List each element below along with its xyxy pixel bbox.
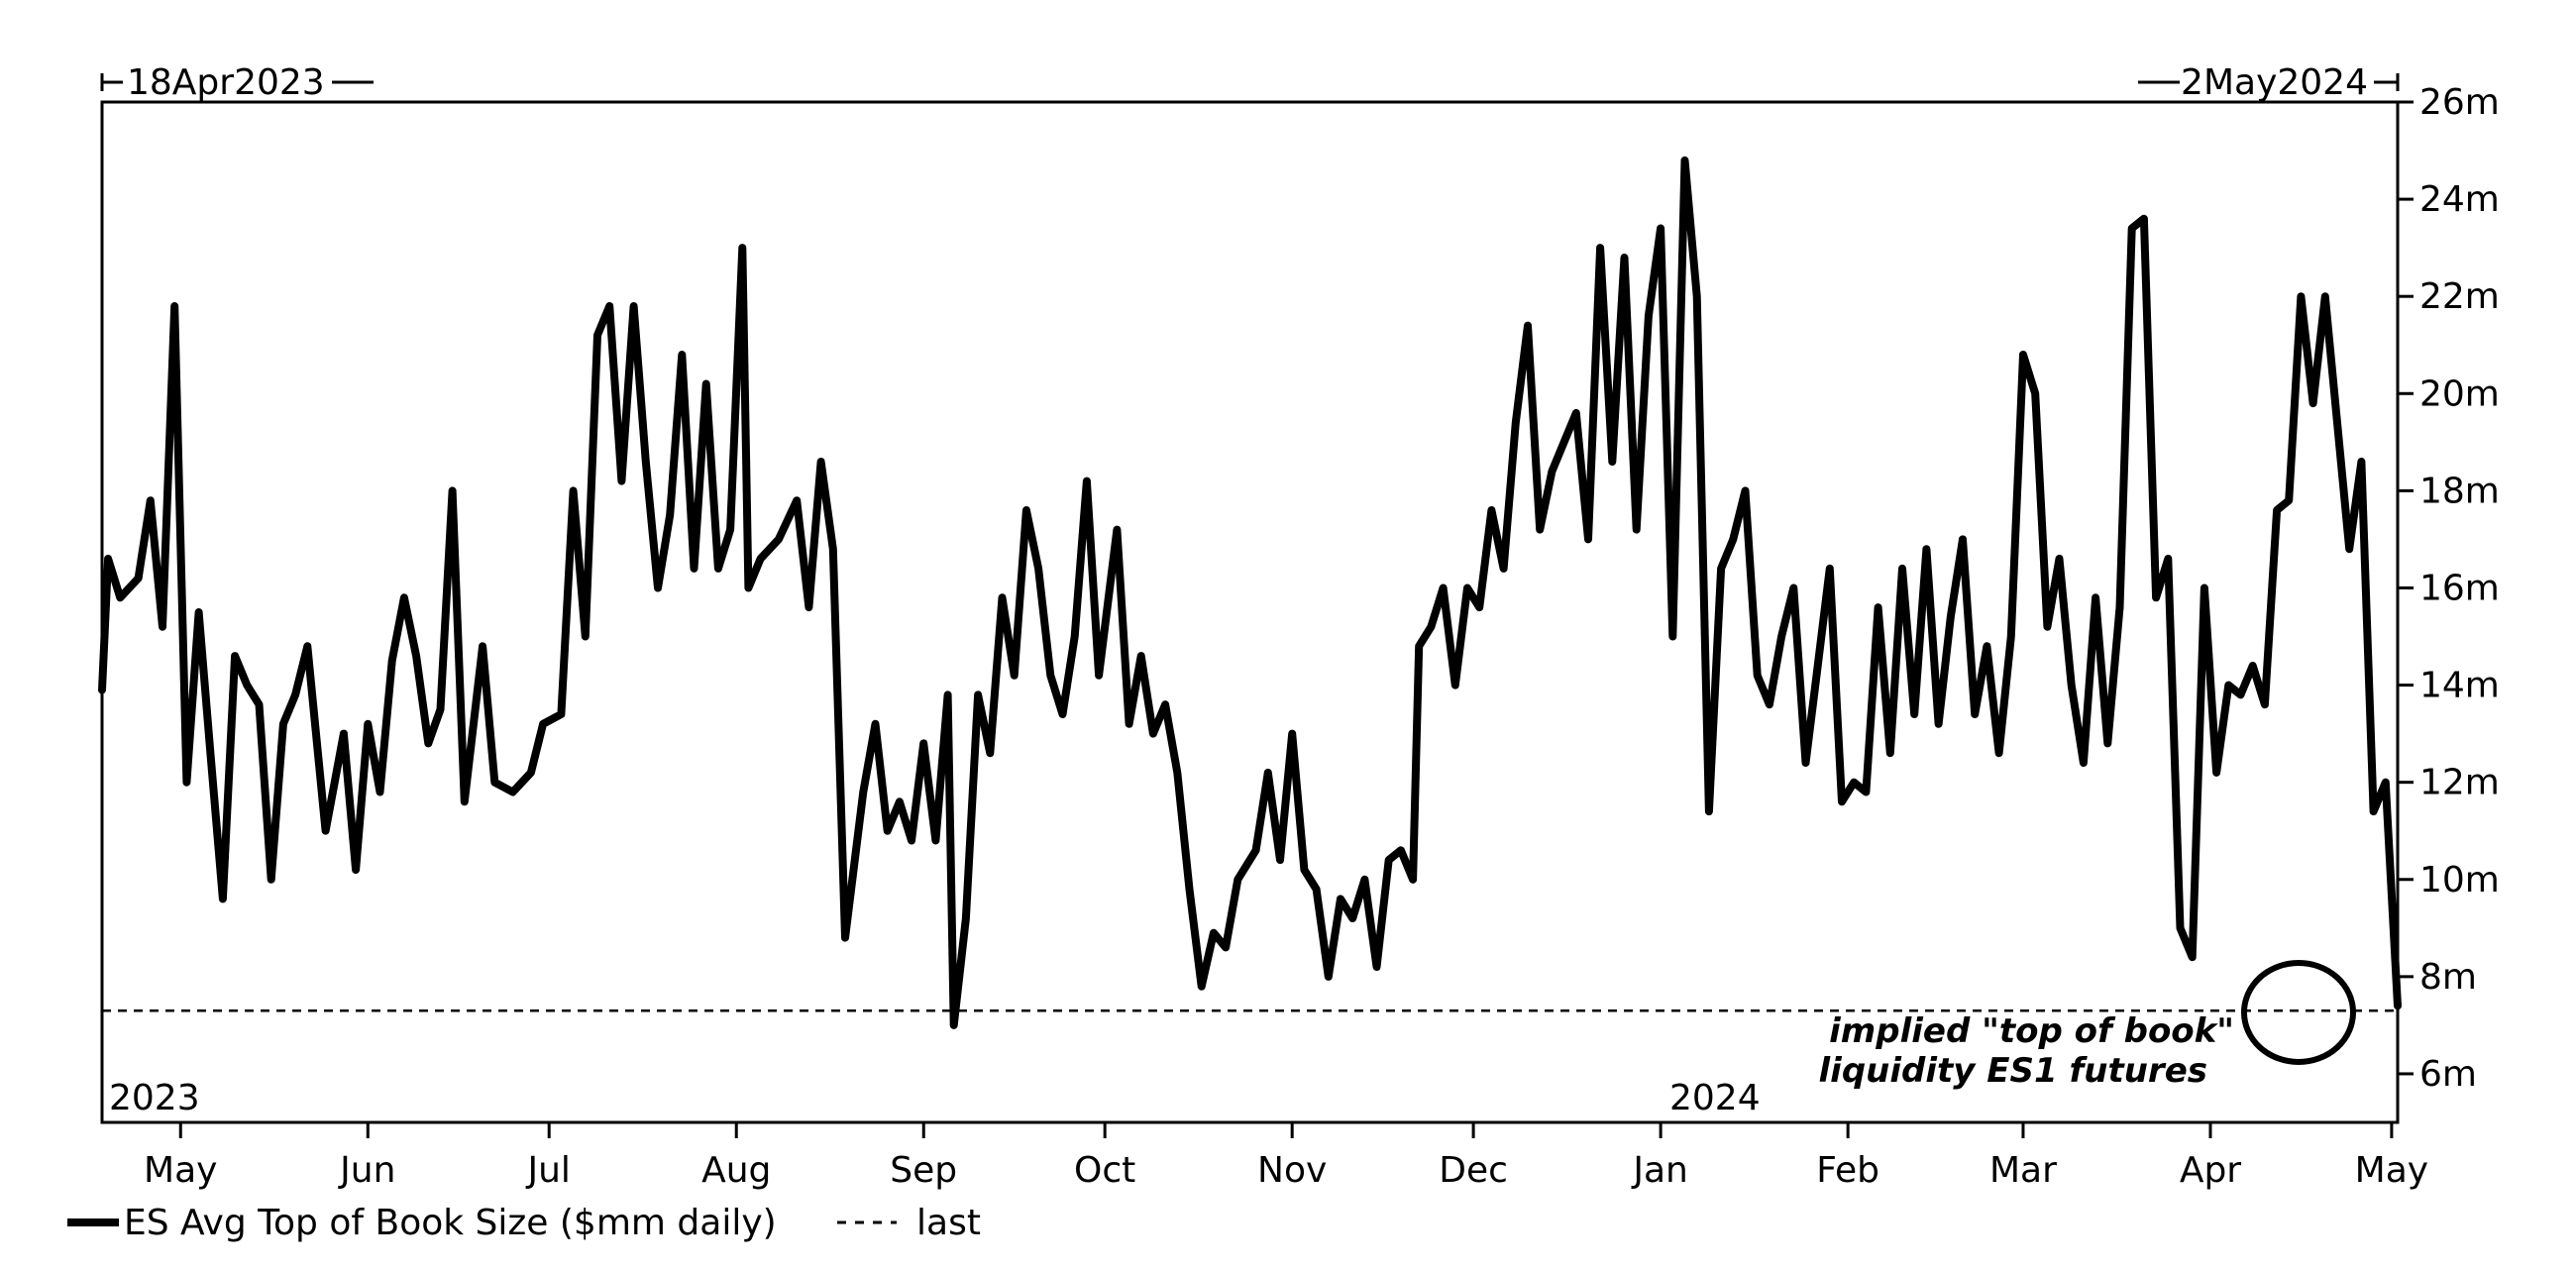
y-tick-label: 12m — [2419, 763, 2500, 803]
year-label-2024: 2024 — [1669, 1078, 1761, 1118]
y-tick-label: 8m — [2419, 957, 2477, 998]
x-tick-label: Oct — [1074, 1150, 1135, 1191]
y-tick-label: 26m — [2419, 82, 2500, 123]
date-range-start-label: 18Apr2023 — [127, 62, 325, 103]
x-tick-label: Jun — [338, 1150, 395, 1191]
y-tick-label: 16m — [2419, 568, 2500, 608]
legend-label-last: last — [916, 1203, 981, 1243]
x-tick-label: Feb — [1816, 1150, 1879, 1191]
x-tick-label: Nov — [1257, 1150, 1327, 1191]
legend-label-series: ES Avg Top of Book Size ($mm daily) — [124, 1203, 777, 1243]
x-tick-label: May — [2355, 1150, 2428, 1191]
y-tick-label: 20m — [2419, 373, 2500, 414]
y-tick-label: 24m — [2419, 179, 2500, 220]
y-tick-label: 14m — [2419, 666, 2500, 706]
x-tick-label: Aug — [701, 1150, 771, 1191]
series-line-es-avg-top-of-book — [98, 156, 2402, 1029]
date-range-start: 18Apr2023 — [100, 62, 374, 103]
annotation-line-1: implied "top of book" — [1829, 1011, 2234, 1051]
annotation-line-2: liquidity ES1 futures — [1819, 1051, 2207, 1091]
date-range-end: 2May2024 — [2138, 62, 2400, 103]
y-axis: 6m 8m 10m 12m 14m 16m 18m 20m 22m 24m 26m — [2398, 82, 2500, 1095]
x-tick-label: Apr — [2180, 1150, 2241, 1191]
x-axis: May Jun Jul Aug Sep Oct Nov Dec Jan Feb Mar Apr May — [144, 1122, 2428, 1191]
last-value-circle — [2241, 960, 2356, 1065]
x-tick-label: Jul — [525, 1150, 570, 1191]
y-tick-label: 6m — [2419, 1054, 2477, 1095]
year-label-2023: 2023 — [109, 1078, 200, 1118]
y-tick-label: 10m — [2419, 860, 2500, 900]
x-tick-label: Sep — [890, 1150, 957, 1191]
x-tick-label: Dec — [1439, 1150, 1508, 1191]
legend: ES Avg Top of Book Size ($mm daily) last — [67, 1203, 981, 1243]
x-tick-label: Mar — [1989, 1150, 2057, 1191]
y-tick-label: 22m — [2419, 276, 2500, 317]
x-tick-label: May — [144, 1150, 217, 1191]
date-range-end-label: 2May2024 — [2181, 62, 2368, 103]
x-tick-label: Jan — [1631, 1150, 1688, 1191]
y-tick-label: 18m — [2419, 471, 2500, 511]
